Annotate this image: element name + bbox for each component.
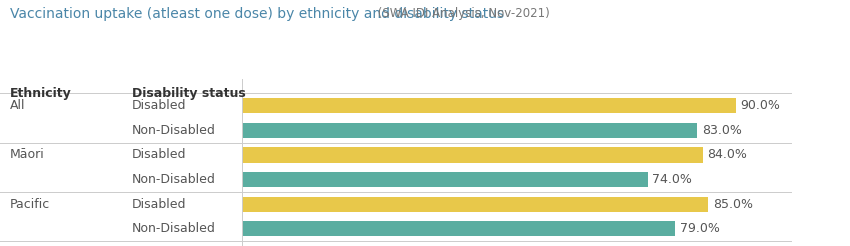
Text: Ethnicity: Ethnicity xyxy=(10,87,72,100)
Text: Disabled: Disabled xyxy=(132,149,186,161)
Text: Disability status: Disability status xyxy=(132,87,246,100)
Text: 79.0%: 79.0% xyxy=(680,222,720,235)
Text: 83.0%: 83.0% xyxy=(702,124,741,137)
Text: Pacific: Pacific xyxy=(10,198,50,211)
Text: Vaccination uptake (atleast one dose) by ethnicity and disability status: Vaccination uptake (atleast one dose) by… xyxy=(10,7,504,21)
Bar xyxy=(242,221,676,236)
Text: (SWA IDI Analysis, Nov-2021): (SWA IDI Analysis, Nov-2021) xyxy=(374,7,550,20)
Bar xyxy=(242,197,708,212)
Text: Māori: Māori xyxy=(10,149,45,161)
Bar xyxy=(242,98,735,113)
Text: Disabled: Disabled xyxy=(132,99,186,112)
Text: Disabled: Disabled xyxy=(132,198,186,211)
Text: 90.0%: 90.0% xyxy=(740,99,780,112)
Text: 74.0%: 74.0% xyxy=(652,173,692,186)
Text: Non-Disabled: Non-Disabled xyxy=(132,173,216,186)
Text: Non-Disabled: Non-Disabled xyxy=(132,222,216,235)
Text: 84.0%: 84.0% xyxy=(707,149,747,161)
Text: 85.0%: 85.0% xyxy=(712,198,752,211)
Bar xyxy=(242,172,648,187)
Bar xyxy=(242,123,697,138)
Bar xyxy=(242,147,703,163)
Text: Non-Disabled: Non-Disabled xyxy=(132,124,216,137)
Text: All: All xyxy=(10,99,26,112)
